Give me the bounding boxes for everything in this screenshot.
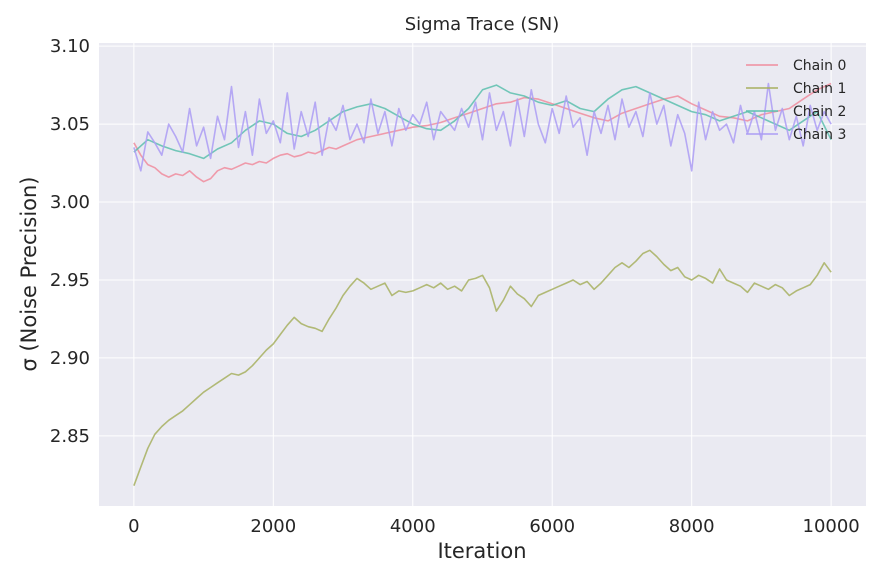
series-line-chain-0 bbox=[133, 82, 832, 183]
series-line-chain-3 bbox=[133, 82, 832, 172]
y-axis-label: σ (Noise Precision) bbox=[17, 177, 41, 372]
chart-title: Sigma Trace (SN) bbox=[405, 14, 560, 35]
x-tick-label: 2000 bbox=[250, 516, 296, 537]
x-tick-labels: 0 2000 4000 6000 8000 10000 bbox=[128, 516, 860, 537]
y-tick-labels: 2.85 2.90 2.95 3.00 3.05 3.10 bbox=[50, 36, 90, 447]
x-tick-label: 10000 bbox=[803, 516, 860, 537]
y-tick-label: 2.85 bbox=[50, 426, 90, 447]
y-tick-label: 2.95 bbox=[50, 270, 90, 291]
x-tick-label: 4000 bbox=[390, 516, 436, 537]
y-tick-label: 2.90 bbox=[50, 348, 90, 369]
series-line-chain-1 bbox=[133, 249, 832, 486]
y-tick-label: 3.05 bbox=[50, 114, 90, 135]
x-tick-label: 0 bbox=[128, 516, 139, 537]
legend-label-chain-2: Chain 2 bbox=[793, 104, 846, 120]
series-layer bbox=[133, 82, 832, 486]
x-tick-label: 8000 bbox=[669, 516, 715, 537]
legend: Chain 0 Chain 1 Chain 2 Chain 3 bbox=[746, 58, 846, 143]
legend-label-chain-1: Chain 1 bbox=[793, 81, 846, 97]
legend-label-chain-3: Chain 3 bbox=[793, 127, 846, 143]
grid-lines bbox=[99, 43, 866, 506]
y-tick-label: 3.00 bbox=[50, 192, 90, 213]
legend-label-chain-0: Chain 0 bbox=[793, 58, 846, 74]
x-axis-label: Iteration bbox=[437, 539, 526, 563]
x-tick-label: 6000 bbox=[529, 516, 575, 537]
y-tick-label: 3.10 bbox=[50, 36, 90, 57]
